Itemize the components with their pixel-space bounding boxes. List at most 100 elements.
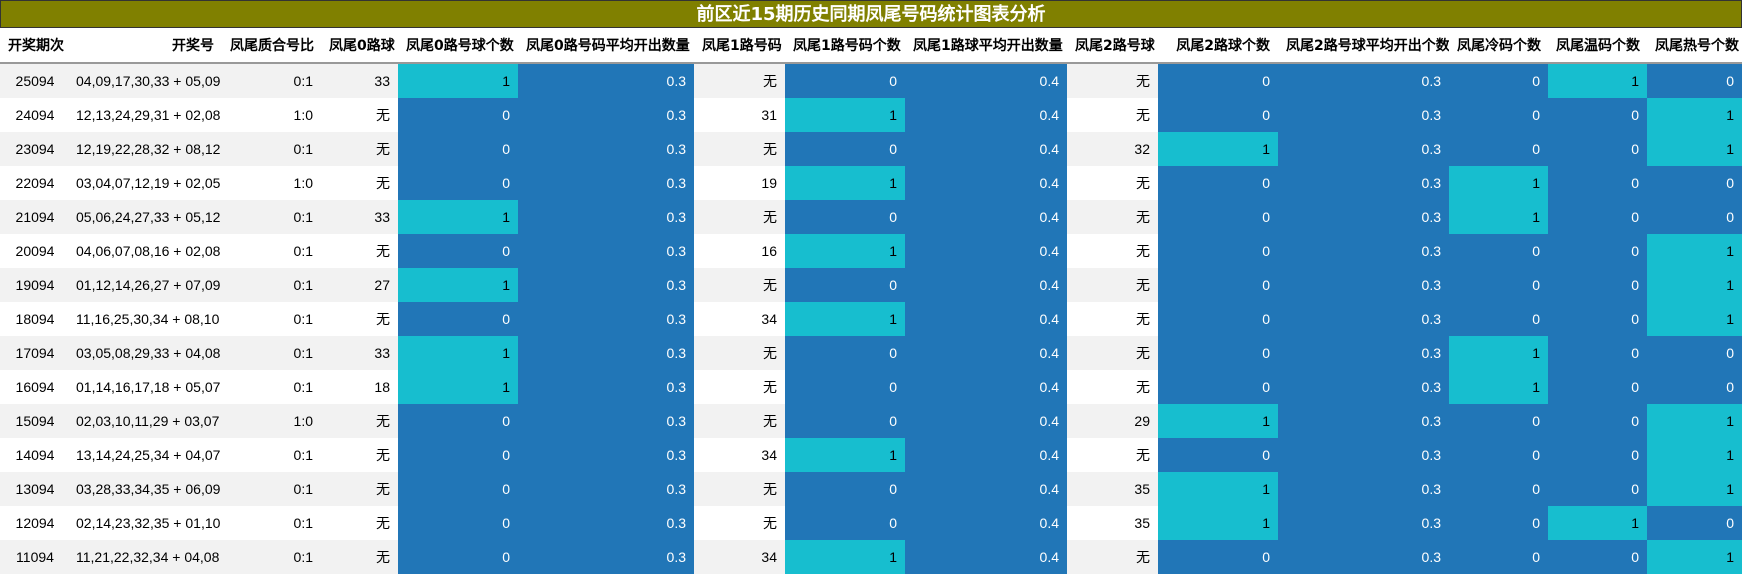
table-cell: 无 [694,506,785,540]
table-cell: 无 [1067,268,1158,302]
table-row: 16094 01,14,16,17,18 + 05,07 0:1 18 1 0.3 无 0 0.… [0,370,1742,404]
table-cell: 0 [398,506,518,540]
table-cell: 0 [1548,98,1647,132]
table-cell: 14094 [0,438,70,472]
table-cell: 1 [1647,98,1742,132]
table-cell: 0.3 [1278,166,1449,200]
table-cell: 0.3 [518,506,694,540]
table-cell: 0 [785,132,905,166]
table-cell: 0.3 [518,166,694,200]
table-cell: 0:1 [222,336,321,370]
table-cell: 0.3 [1278,404,1449,438]
table-cell: 0:1 [222,472,321,506]
table-cell: 0.4 [905,200,1067,234]
table-cell: 34 [694,302,785,336]
table-cell: 33 [321,200,398,234]
col-header: 凤尾2路球个数 [1158,28,1278,63]
col-header: 凤尾温码个数 [1548,28,1647,63]
table-cell: 0.3 [1278,302,1449,336]
col-header: 凤尾1路球平均开出数量 [905,28,1067,63]
table-cell: 0 [1647,63,1742,98]
col-header: 凤尾质合号比 [222,28,321,63]
table-cell: 1 [1647,472,1742,506]
table-cell: 0 [1548,370,1647,404]
table-cell: 0 [1158,438,1278,472]
table-row: 23094 12,19,22,28,32 + 08,12 0:1 无 0 0.3 无 0 0.4… [0,132,1742,166]
table-cell: 34 [694,438,785,472]
table-cell: 无 [694,336,785,370]
table-cell: 01,12,14,26,27 + 07,09 [70,268,222,302]
table-cell: 1 [398,336,518,370]
table-cell: 0 [1548,200,1647,234]
table-cell: 1 [1647,268,1742,302]
table-cell: 33 [321,63,398,98]
table-cell: 无 [694,404,785,438]
table-cell: 0:1 [222,438,321,472]
table-cell: 0.3 [518,472,694,506]
table-cell: 0:1 [222,268,321,302]
table-cell: 0.3 [1278,132,1449,166]
table-row: 25094 04,09,17,30,33 + 05,09 0:1 33 1 0.3 无 0 0.… [0,63,1742,98]
table-row: 24094 12,13,24,29,31 + 02,08 1:0 无 0 0.3 31 1 0.… [0,98,1742,132]
table-cell: 0.3 [518,336,694,370]
table-cell: 01,14,16,17,18 + 05,07 [70,370,222,404]
col-header: 凤尾0路球 [321,28,398,63]
table-cell: 1:0 [222,166,321,200]
col-header: 凤尾2路号球 [1067,28,1158,63]
table-cell: 02,14,23,32,35 + 01,10 [70,506,222,540]
table-cell: 0 [1647,506,1742,540]
table-cell: 0.3 [518,98,694,132]
table-cell: 0 [1647,200,1742,234]
table-cell: 1 [1647,132,1742,166]
table-cell: 15094 [0,404,70,438]
table-cell: 无 [321,132,398,166]
table-cell: 0.3 [518,268,694,302]
table-cell: 17094 [0,336,70,370]
table-cell: 0 [1158,336,1278,370]
table-cell: 0.3 [518,63,694,98]
table-cell: 0:1 [222,506,321,540]
col-header: 凤尾0路号球个数 [398,28,518,63]
table-cell: 11094 [0,540,70,574]
table-cell: 无 [321,98,398,132]
table-cell: 32 [1067,132,1158,166]
col-header: 凤尾热号个数 [1647,28,1742,63]
table-cell: 0.3 [518,438,694,472]
table-cell: 无 [321,472,398,506]
table-cell: 无 [1067,370,1158,404]
table-cell: 19094 [0,268,70,302]
table-cell: 0 [785,472,905,506]
table-cell: 22094 [0,166,70,200]
table-cell: 0 [398,472,518,506]
table-row: 19094 01,12,14,26,27 + 07,09 0:1 27 1 0.3 无 0 0.… [0,268,1742,302]
table-cell: 1 [785,98,905,132]
table-cell: 0 [1449,540,1548,574]
table-cell: 无 [1067,234,1158,268]
table-cell: 33 [321,336,398,370]
table-cell: 0.3 [518,200,694,234]
table-cell: 0 [1548,132,1647,166]
table-cell: 无 [321,506,398,540]
table-cell: 0 [1647,166,1742,200]
table-cell: 无 [1067,438,1158,472]
table-row: 17094 03,05,08,29,33 + 04,08 0:1 33 1 0.3 无 0 0.… [0,336,1742,370]
table-cell: 0.4 [905,98,1067,132]
table-cell: 0 [1548,166,1647,200]
table-cell: 1 [785,166,905,200]
table-cell: 0.3 [518,132,694,166]
table-cell: 16094 [0,370,70,404]
table-cell: 0 [1548,234,1647,268]
table-cell: 0.4 [905,336,1067,370]
table-cell: 0 [398,234,518,268]
table-cell: 1 [1647,438,1742,472]
table-cell: 0.3 [1278,200,1449,234]
table-row: 15094 02,03,10,11,29 + 03,07 1:0 无 0 0.3 无 0 0.4… [0,404,1742,438]
table-cell: 18094 [0,302,70,336]
table-header-row: 开奖期次 开奖号 凤尾质合号比 凤尾0路球 凤尾0路号球个数 凤尾0路号码平均开… [0,28,1742,63]
table-cell: 35 [1067,506,1158,540]
table-cell: 1 [398,370,518,404]
table-cell: 0 [1647,336,1742,370]
table-cell: 03,05,08,29,33 + 04,08 [70,336,222,370]
table-cell: 0.3 [518,540,694,574]
table-cell: 1 [1647,302,1742,336]
